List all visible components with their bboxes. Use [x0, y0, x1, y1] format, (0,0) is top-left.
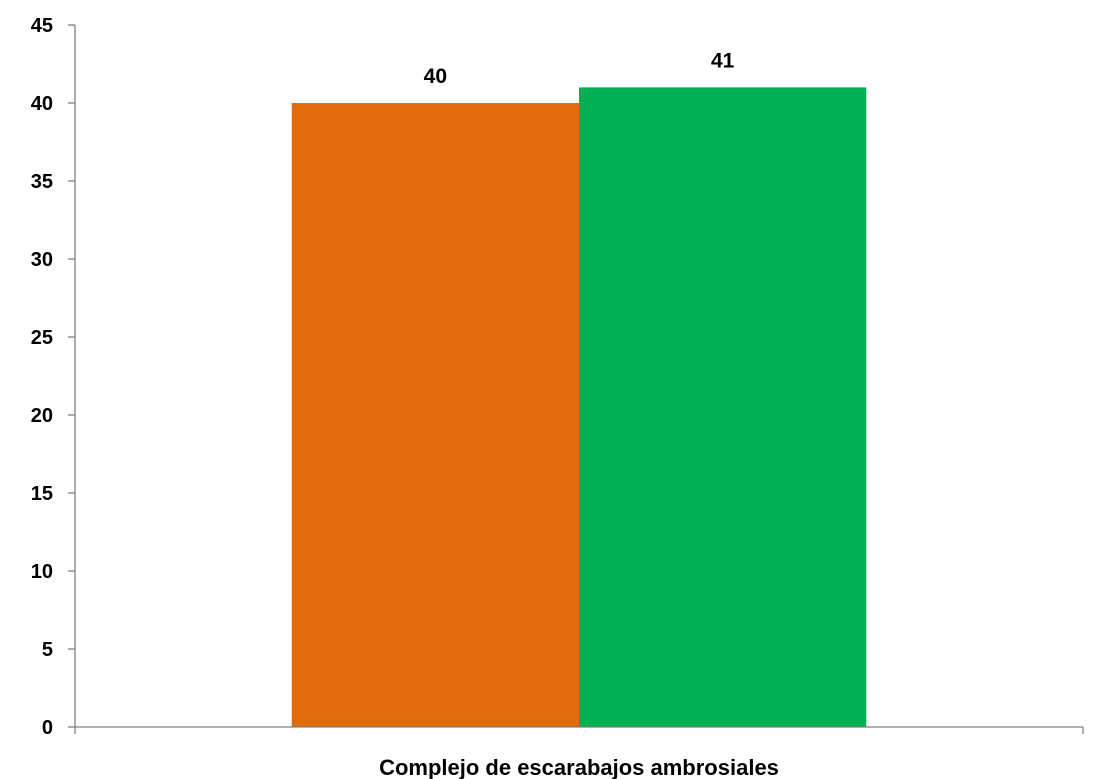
y-tick-label: 30: [31, 249, 53, 271]
x-axis-ticks: [74, 727, 1084, 734]
y-tick-label: 40: [31, 93, 53, 115]
y-tick-label: 20: [31, 405, 53, 427]
y-axis-ticks: 0 5 10 15 20 25 30 35 40 45: [31, 15, 75, 739]
bar-data-label: 41: [711, 49, 735, 72]
y-tick-label: 0: [42, 717, 53, 739]
bar: [579, 87, 867, 727]
y-tick-label: 5: [42, 639, 53, 661]
y-tick-label: 10: [31, 561, 53, 583]
x-category-label: Complejo de escarabajos ambrosiales: [379, 755, 779, 779]
bar: [291, 103, 579, 727]
bars: [291, 87, 867, 727]
y-tick-label: 15: [31, 483, 53, 505]
y-tick-label: 45: [31, 15, 53, 37]
y-tick-label: 35: [31, 171, 53, 193]
x-axis-categories: Complejo de escarabajos ambrosiales: [379, 755, 779, 779]
y-tick-label: 25: [31, 327, 53, 349]
bar-data-label: 40: [424, 65, 447, 88]
data-labels: 40 41: [424, 49, 735, 88]
